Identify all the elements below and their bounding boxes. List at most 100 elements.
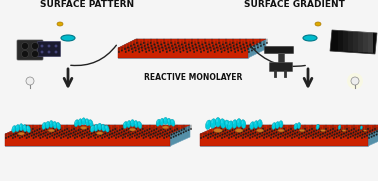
Ellipse shape (15, 125, 20, 132)
Ellipse shape (124, 122, 125, 125)
Circle shape (127, 135, 129, 136)
Circle shape (319, 137, 321, 139)
Circle shape (260, 45, 262, 47)
Circle shape (376, 131, 378, 132)
Circle shape (374, 128, 376, 130)
Circle shape (102, 134, 104, 135)
Circle shape (195, 44, 196, 45)
Ellipse shape (82, 118, 86, 125)
Circle shape (325, 132, 326, 133)
Circle shape (156, 128, 157, 130)
Circle shape (268, 135, 270, 136)
Circle shape (334, 134, 335, 135)
Circle shape (64, 133, 65, 134)
Circle shape (52, 132, 54, 133)
Circle shape (273, 133, 275, 134)
Circle shape (243, 47, 245, 48)
Circle shape (337, 129, 338, 131)
Circle shape (40, 134, 42, 135)
Ellipse shape (50, 121, 51, 124)
Circle shape (283, 132, 284, 133)
Circle shape (142, 128, 144, 130)
Circle shape (147, 44, 149, 45)
Circle shape (105, 133, 106, 134)
Circle shape (361, 137, 363, 139)
Circle shape (304, 132, 305, 133)
Ellipse shape (57, 22, 63, 26)
Circle shape (247, 135, 249, 136)
Circle shape (128, 128, 130, 130)
Ellipse shape (215, 117, 221, 127)
Circle shape (360, 132, 361, 133)
Circle shape (144, 131, 146, 132)
Circle shape (107, 135, 108, 136)
Circle shape (285, 131, 287, 132)
Circle shape (132, 51, 133, 53)
Circle shape (109, 134, 110, 135)
Circle shape (104, 136, 105, 138)
Polygon shape (330, 30, 377, 54)
Circle shape (364, 133, 366, 134)
Circle shape (164, 134, 166, 135)
Circle shape (284, 137, 286, 139)
Circle shape (318, 132, 319, 133)
Polygon shape (118, 48, 248, 58)
Circle shape (247, 48, 249, 50)
Circle shape (301, 133, 303, 134)
Circle shape (270, 137, 272, 139)
Circle shape (31, 135, 33, 136)
Circle shape (130, 131, 132, 132)
Ellipse shape (211, 119, 216, 128)
Circle shape (169, 132, 170, 133)
Circle shape (93, 132, 95, 133)
Circle shape (79, 135, 81, 136)
Ellipse shape (94, 124, 98, 131)
Circle shape (76, 136, 78, 138)
Circle shape (288, 129, 289, 131)
Ellipse shape (56, 122, 60, 129)
Circle shape (87, 132, 88, 133)
Circle shape (232, 42, 234, 44)
Circle shape (299, 134, 300, 135)
Circle shape (91, 133, 93, 134)
Circle shape (305, 137, 307, 139)
Circle shape (239, 129, 240, 131)
Circle shape (251, 50, 253, 51)
Circle shape (49, 136, 51, 138)
Circle shape (325, 128, 327, 130)
Circle shape (273, 136, 274, 138)
Circle shape (170, 128, 171, 130)
Circle shape (148, 47, 149, 48)
Circle shape (178, 131, 180, 132)
Circle shape (128, 132, 129, 133)
Circle shape (281, 129, 282, 131)
Circle shape (203, 50, 205, 51)
Polygon shape (368, 125, 378, 146)
Circle shape (243, 134, 244, 135)
Circle shape (20, 134, 21, 135)
Circle shape (213, 132, 214, 133)
FancyBboxPatch shape (270, 62, 293, 71)
Circle shape (31, 50, 39, 58)
Circle shape (369, 131, 371, 132)
Circle shape (73, 128, 75, 130)
Circle shape (43, 129, 45, 131)
Ellipse shape (129, 128, 136, 131)
Circle shape (38, 135, 39, 136)
Polygon shape (200, 125, 378, 134)
Circle shape (348, 131, 350, 132)
Circle shape (57, 129, 59, 131)
Circle shape (116, 131, 118, 132)
Circle shape (179, 48, 180, 50)
Circle shape (60, 128, 61, 130)
Circle shape (160, 129, 162, 131)
Circle shape (119, 129, 121, 131)
Circle shape (277, 137, 279, 139)
Circle shape (224, 50, 225, 51)
Circle shape (138, 136, 140, 138)
FancyBboxPatch shape (265, 47, 293, 54)
Circle shape (141, 132, 143, 133)
Circle shape (98, 129, 100, 131)
Circle shape (297, 128, 299, 130)
Circle shape (196, 50, 198, 51)
